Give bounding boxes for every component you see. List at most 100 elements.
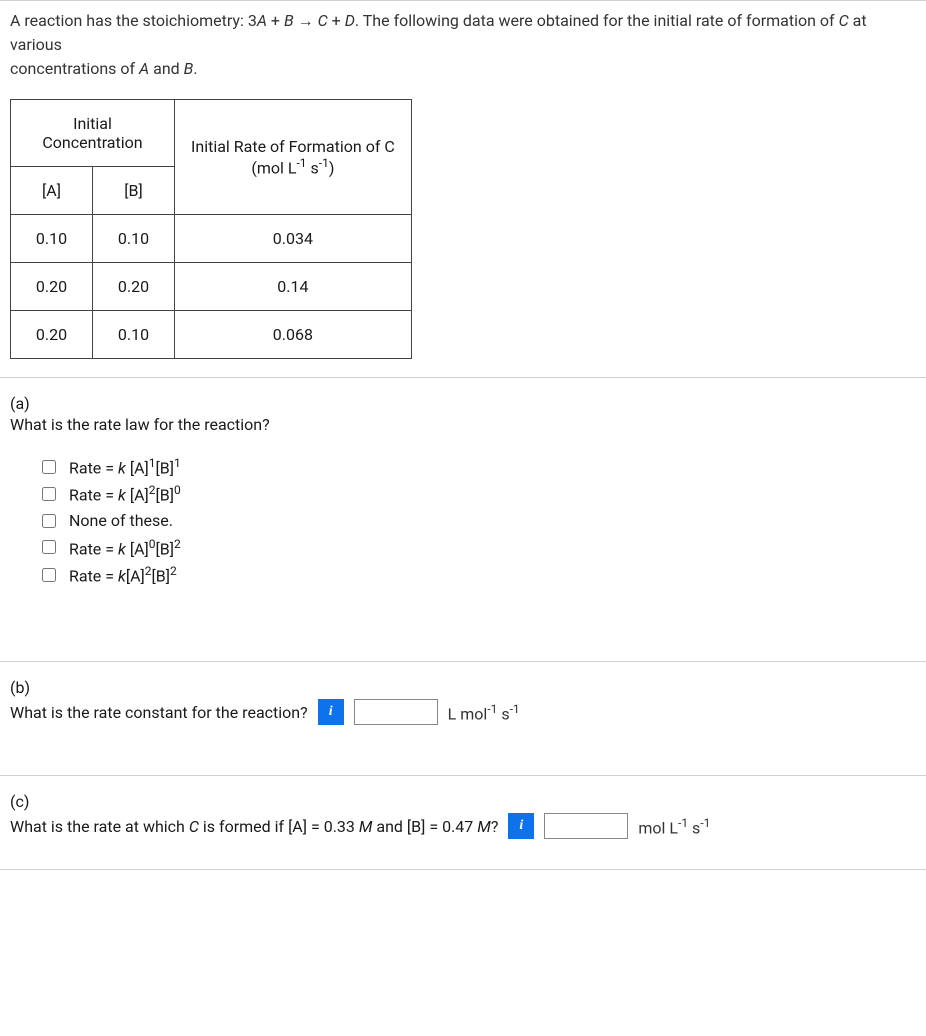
- option-5-label: Rate = k[A]2[B]2: [69, 564, 177, 585]
- text: ): [329, 158, 335, 177]
- sup: -1: [678, 816, 688, 830]
- part-a-label: (a): [10, 394, 916, 413]
- var-a: A: [139, 59, 149, 78]
- option-3-label: None of these.: [69, 511, 173, 530]
- sup: 1: [149, 456, 156, 470]
- table-row: 0.10 0.10 0.034: [11, 215, 412, 263]
- cell-b: 0.20: [93, 263, 175, 311]
- var-m: M: [359, 817, 373, 836]
- var-c: C: [189, 817, 199, 836]
- part-a-question: What is the rate law for the reaction?: [10, 415, 916, 434]
- var-k: k: [118, 486, 126, 505]
- table-header-a: [A]: [11, 167, 93, 215]
- text: and: [149, 59, 184, 78]
- text: concentrations of: [10, 59, 139, 78]
- text: [A]: [126, 486, 149, 505]
- cell-a: 0.20: [11, 311, 93, 359]
- part-c-section: (c) What is the rate at which C is forme…: [0, 775, 926, 870]
- sup: 0: [149, 537, 156, 551]
- text: What is the rate at which: [10, 817, 189, 836]
- text: A reaction has the stoichiometry: 3: [10, 11, 257, 30]
- text: s: [307, 158, 319, 177]
- part-a-section: (a) What is the rate law for the reactio…: [0, 377, 926, 662]
- text: .: [193, 59, 197, 78]
- text: →: [294, 11, 318, 30]
- info-icon[interactable]: i: [318, 699, 344, 725]
- option-2-label: Rate = k [A]2[B]0: [69, 483, 181, 504]
- text: L mol: [448, 704, 488, 723]
- cell-rate: 0.034: [175, 215, 412, 263]
- var-c: C: [839, 11, 849, 30]
- table-header-rate: Initial Rate of Formation of C (mol L-1 …: [175, 100, 412, 215]
- cell-rate: 0.14: [175, 263, 412, 311]
- sup: 1: [174, 456, 181, 470]
- options-list: Rate = k [A]1[B]1 Rate = k [A]2[B]0 None…: [38, 456, 916, 585]
- text: [B]: [152, 566, 170, 585]
- text: [A]: [126, 539, 149, 558]
- cell-rate: 0.068: [175, 311, 412, 359]
- part-b-label: (b): [10, 678, 916, 697]
- option-1-checkbox[interactable]: [42, 460, 56, 474]
- data-table: Initial Concentration Initial Rate of Fo…: [10, 99, 412, 359]
- option-1-label: Rate = k [A]1[B]1: [69, 456, 181, 477]
- option-4-label: Rate = k [A]0[B]2: [69, 537, 181, 558]
- part-b-units: L mol-1 s-1: [448, 702, 520, 723]
- part-b-question: What is the rate constant for the reacti…: [10, 703, 308, 722]
- option-5: Rate = k[A]2[B]2: [38, 564, 916, 585]
- rate-input[interactable]: [544, 813, 628, 839]
- text: [B]: [156, 458, 174, 477]
- text: s: [497, 704, 509, 723]
- info-icon[interactable]: i: [508, 813, 534, 839]
- sup: -1: [510, 702, 520, 716]
- sup: 2: [170, 564, 177, 578]
- table-row: 0.20 0.20 0.14: [11, 263, 412, 311]
- text: Rate =: [69, 458, 118, 477]
- table-row: 0.20 0.10 0.068: [11, 311, 412, 359]
- text: . The following data were obtained for t…: [355, 11, 839, 30]
- option-4: Rate = k [A]0[B]2: [38, 537, 916, 558]
- text: is formed if [A] = 0.33: [199, 817, 359, 836]
- part-c-label: (c): [10, 792, 916, 811]
- text: [A]: [126, 566, 145, 585]
- table-header-concentration: Initial Concentration: [11, 100, 175, 167]
- text: +: [267, 11, 284, 30]
- cell-b: 0.10: [93, 311, 175, 359]
- text: and [B] = 0.47: [372, 817, 477, 836]
- var-k: k: [118, 539, 126, 558]
- text: (mol L: [251, 158, 296, 177]
- part-c-question: What is the rate at which C is formed if…: [10, 817, 498, 836]
- text: +: [328, 11, 345, 30]
- sup: -1: [319, 156, 329, 170]
- sup: -1: [700, 816, 710, 830]
- var-k: k: [118, 458, 126, 477]
- var-b: B: [184, 59, 194, 78]
- option-2-checkbox[interactable]: [42, 487, 56, 501]
- text: [A]: [126, 458, 149, 477]
- text: Rate =: [69, 566, 118, 585]
- option-2: Rate = k [A]2[B]0: [38, 483, 916, 504]
- option-3-checkbox[interactable]: [42, 514, 56, 528]
- sup: 2: [149, 483, 156, 497]
- sup: 2: [174, 537, 181, 551]
- var-k: k: [118, 566, 126, 585]
- text: [B]: [156, 486, 174, 505]
- option-3: None of these.: [38, 511, 916, 531]
- var-d: D: [345, 11, 355, 30]
- option-4-checkbox[interactable]: [42, 540, 56, 554]
- sup: 2: [145, 564, 152, 578]
- part-b-section: (b) What is the rate constant for the re…: [0, 661, 926, 776]
- table-header-b: [B]: [93, 167, 175, 215]
- var-b: B: [284, 11, 294, 30]
- sup: 0: [174, 483, 181, 497]
- text: mol L: [638, 818, 678, 837]
- text: Rate =: [69, 486, 118, 505]
- cell-b: 0.10: [93, 215, 175, 263]
- rate-constant-input[interactable]: [354, 699, 438, 725]
- problem-text: A reaction has the stoichiometry: 3 A + B…: [10, 9, 916, 81]
- part-c-units: mol L-1 s-1: [638, 816, 710, 837]
- option-5-checkbox[interactable]: [42, 568, 56, 582]
- option-1: Rate = k [A]1[B]1: [38, 456, 916, 477]
- var-m: M: [477, 817, 491, 836]
- sup: -1: [487, 702, 497, 716]
- text: s: [688, 818, 700, 837]
